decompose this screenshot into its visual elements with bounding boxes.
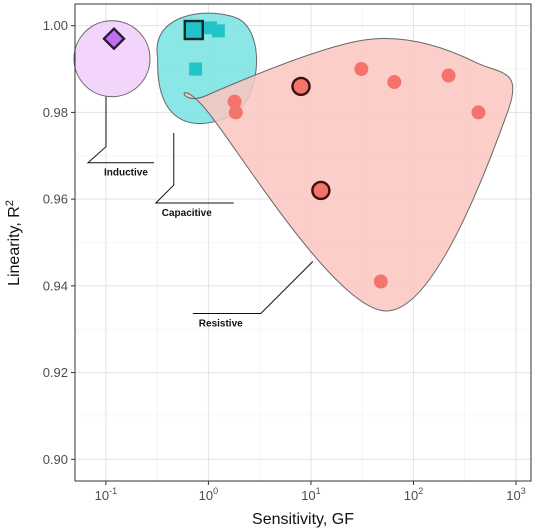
capacitive-point <box>211 24 225 38</box>
x-tick-label: 103 <box>506 486 525 503</box>
y-axis-title-text: Linearity, R <box>6 206 23 286</box>
inductive-leader <box>86 96 154 164</box>
resistive-point <box>311 180 331 201</box>
resistive-point <box>354 62 369 77</box>
resistive-label: Resistive <box>199 319 243 330</box>
resistive-point <box>228 105 243 120</box>
y-tick-label: 0.96 <box>43 192 68 207</box>
y-axis-title-superscript: 2 <box>4 200 16 206</box>
y-tick-label: 0.92 <box>43 365 68 380</box>
y-tick-label: 0.90 <box>43 452 68 467</box>
group-labels: Inductive Capacitive Resistive <box>104 168 243 330</box>
resistive-leader <box>192 261 314 315</box>
resistive-point <box>291 76 311 97</box>
x-tick-label: 100 <box>199 486 218 503</box>
x-axis-title: Sensitivity, GF <box>252 511 354 528</box>
resistive-point <box>227 94 242 109</box>
x-tick-label: 102 <box>404 486 423 503</box>
capacitive-leader <box>154 133 234 204</box>
y-tick-label: 0.98 <box>43 105 68 120</box>
inductive-label: Inductive <box>104 168 148 179</box>
resistive-point <box>471 105 486 120</box>
inductive-hull <box>73 20 151 98</box>
resistive-point <box>373 274 388 289</box>
x-tick-label: 101 <box>301 486 320 503</box>
y-tick-label: 1.00 <box>43 18 68 33</box>
resistive-point <box>387 75 402 90</box>
y-axis-title: Linearity, R2 <box>4 200 23 286</box>
resistive-hull <box>183 38 514 312</box>
y-tick-label: 0.94 <box>43 278 68 293</box>
resistive-point <box>441 68 456 83</box>
label-leader-lines <box>86 96 314 315</box>
plot-border <box>74 3 532 482</box>
capacitive-label: Capacitive <box>162 208 212 219</box>
x-tick-label: 10-1 <box>95 486 117 503</box>
capacitive-point <box>183 19 204 41</box>
axis-ticks: 0.90 0.92 0.94 0.96 0.98 1.00 10-1 100 101 102 103 <box>43 18 526 503</box>
capacitive-point <box>189 62 203 76</box>
inductive-point <box>102 26 126 51</box>
data-points <box>102 19 486 289</box>
group-hulls <box>73 12 514 312</box>
